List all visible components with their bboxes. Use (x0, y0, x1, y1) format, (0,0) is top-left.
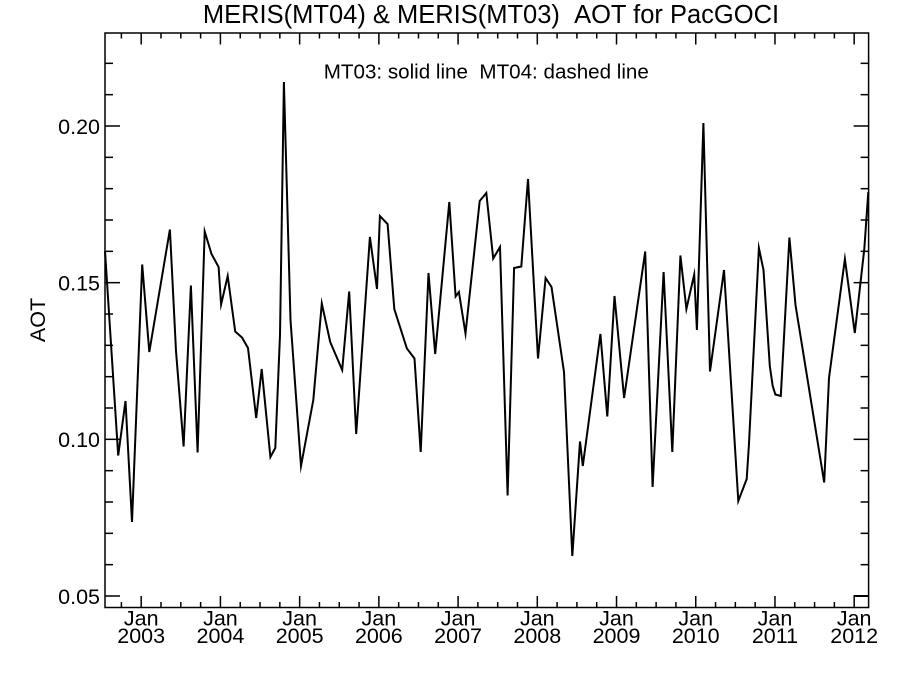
svg-text:2004: 2004 (196, 624, 244, 648)
svg-text:MT03: solid line MT04: dashed: MT03: solid line MT04: dashed line (324, 60, 649, 83)
svg-text:Jan: Jan (282, 606, 317, 630)
svg-text:2007: 2007 (434, 624, 482, 648)
svg-text:Jan: Jan (362, 606, 397, 630)
svg-text:Jan: Jan (678, 606, 713, 630)
svg-text:Jan: Jan (203, 606, 238, 630)
svg-text:Jan: Jan (599, 606, 634, 630)
svg-text:Jan: Jan (758, 606, 793, 630)
svg-text:2005: 2005 (276, 624, 324, 648)
svg-text:2006: 2006 (355, 624, 403, 648)
svg-text:Jan: Jan (520, 606, 555, 630)
svg-text:2010: 2010 (672, 624, 720, 648)
svg-text:Jan: Jan (441, 606, 476, 630)
svg-text:2012: 2012 (830, 624, 878, 648)
svg-text:2003: 2003 (117, 624, 165, 648)
svg-text:MERIS(MT04) & MERIS(MT03) AOT: MERIS(MT04) & MERIS(MT03) AOT for PacGOC… (203, 1, 779, 29)
svg-text:2008: 2008 (513, 624, 561, 648)
svg-text:AOT: AOT (26, 298, 50, 342)
svg-text:0.15: 0.15 (58, 272, 100, 296)
svg-text:Jan: Jan (837, 606, 872, 630)
svg-text:Jan: Jan (124, 606, 159, 630)
svg-text:0.10: 0.10 (58, 428, 100, 452)
svg-text:0.05: 0.05 (58, 585, 100, 609)
svg-text:2011: 2011 (752, 624, 798, 648)
svg-text:2009: 2009 (593, 624, 641, 648)
svg-text:0.20: 0.20 (58, 115, 100, 139)
